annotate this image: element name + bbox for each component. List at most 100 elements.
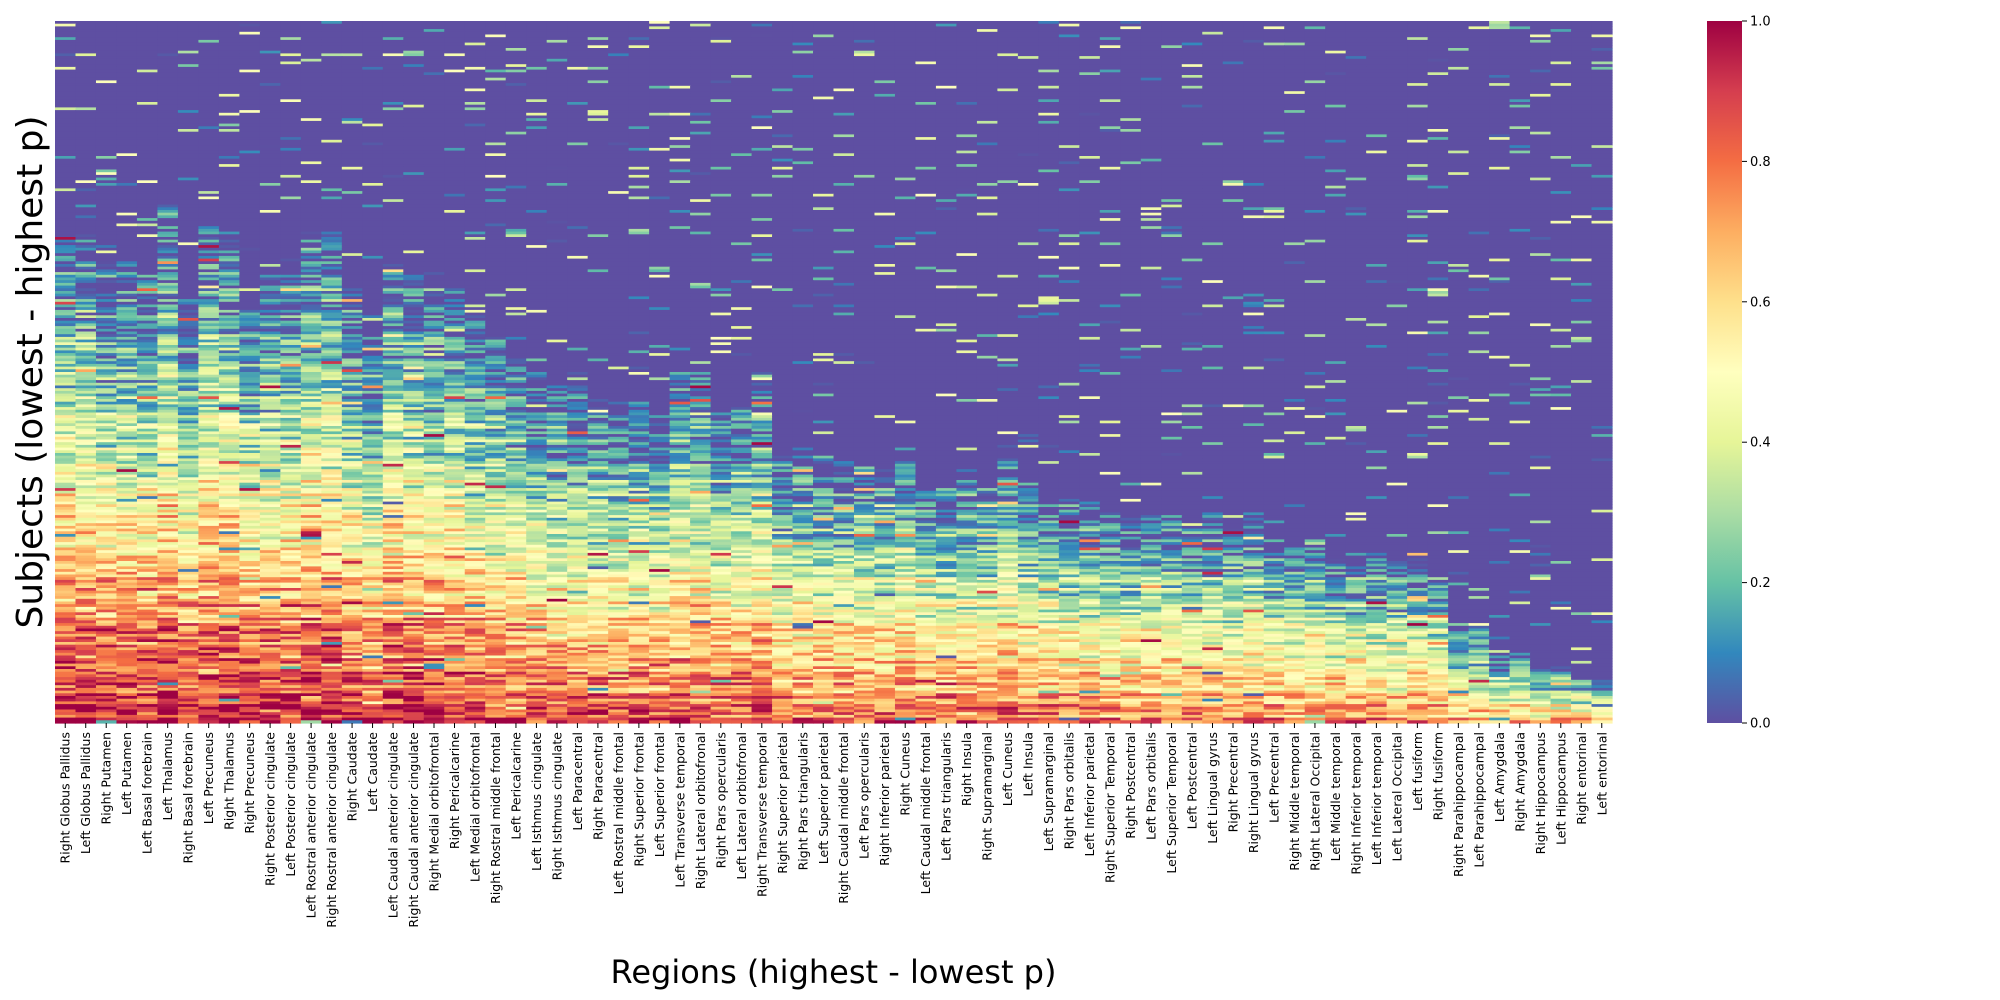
- heatmap-cell: [157, 56, 179, 60]
- heatmap-cell: [136, 120, 159, 125]
- heatmap-cell: [1038, 118, 1060, 122]
- heatmap-cell: [116, 50, 138, 54]
- heatmap-cell: [423, 131, 445, 135]
- heatmap-cell: [1284, 83, 1306, 87]
- heatmap-cell: [915, 48, 937, 52]
- heatmap-cell: [690, 115, 712, 119]
- heatmap-cell: [505, 80, 527, 84]
- heatmap-cell: [1550, 120, 1572, 125]
- heatmap-cell: [280, 91, 302, 95]
- heatmap-cell: [874, 129, 896, 133]
- heatmap-cell: [976, 75, 998, 79]
- heatmap-cell: [915, 120, 937, 125]
- heatmap-cell: [218, 64, 240, 68]
- heatmap-cell: [731, 129, 753, 133]
- heatmap-cell: [669, 85, 691, 90]
- heatmap-cell: [280, 50, 302, 54]
- heatmap-cell: [608, 45, 630, 49]
- heatmap-cell: [485, 139, 507, 144]
- heatmap-cell: [813, 56, 835, 60]
- heatmap-cell: [833, 99, 855, 103]
- heatmap-cell: [792, 85, 814, 90]
- heatmap-cell: [710, 156, 732, 160]
- heatmap-cell: [608, 34, 630, 38]
- heatmap-cell: [1120, 39, 1142, 44]
- heatmap-cell: [1386, 93, 1408, 98]
- heatmap-cell: [690, 37, 712, 41]
- heatmap-cell: [813, 91, 835, 95]
- heatmap-cell: [505, 126, 527, 130]
- heatmap-cell: [1366, 96, 1388, 100]
- heatmap-cell: [628, 31, 650, 36]
- heatmap-cell: [567, 96, 589, 100]
- heatmap-cell: [403, 147, 425, 152]
- heatmap-cell: [874, 153, 896, 157]
- heatmap-cell: [1202, 139, 1224, 144]
- heatmap-cell: [1571, 66, 1593, 71]
- heatmap-cell: [1263, 85, 1285, 90]
- heatmap-cell: [1017, 48, 1039, 52]
- heatmap-cell: [669, 26, 691, 30]
- heatmap-cell: [362, 142, 384, 146]
- heatmap-cell: [444, 134, 466, 138]
- heatmap-cell: [1120, 142, 1142, 146]
- heatmap-cell: [505, 150, 527, 154]
- heatmap-cell: [55, 66, 77, 71]
- heatmap-cell: [853, 88, 876, 92]
- heatmap-cell: [157, 107, 179, 111]
- heatmap-cell: [321, 26, 343, 30]
- heatmap-cell: [75, 64, 97, 68]
- heatmap-cell: [813, 34, 835, 38]
- heatmap-cell: [280, 72, 302, 76]
- heatmap-cell: [1550, 104, 1572, 108]
- heatmap-cell: [55, 80, 77, 84]
- heatmap-cell: [1243, 45, 1265, 49]
- heatmap-cell: [55, 142, 77, 146]
- heatmap-cell: [567, 72, 589, 76]
- heatmap-cell: [485, 37, 507, 41]
- heatmap-cell: [997, 123, 1019, 127]
- heatmap-cell: [1058, 85, 1080, 90]
- heatmap-cell: [1448, 42, 1470, 46]
- heatmap-cell: [1448, 139, 1470, 144]
- heatmap-cell: [341, 61, 363, 65]
- heatmap-cell: [1222, 147, 1244, 152]
- heatmap-cell: [546, 91, 568, 95]
- heatmap-cell: [136, 39, 159, 44]
- heatmap-cell: [1181, 107, 1203, 111]
- heatmap-cell: [1243, 96, 1265, 100]
- heatmap-cell: [833, 56, 855, 60]
- heatmap-cell: [1079, 99, 1101, 103]
- heatmap-cell: [280, 64, 302, 68]
- heatmap-cell: [1120, 45, 1142, 49]
- heatmap-cell: [976, 80, 998, 84]
- heatmap-cell: [1571, 83, 1593, 87]
- heatmap-cell: [321, 145, 343, 149]
- heatmap-cell: [95, 150, 118, 154]
- heatmap-cell: [239, 23, 261, 27]
- heatmap-cell: [444, 99, 466, 103]
- heatmap-cell: [198, 142, 220, 146]
- heatmap-cell: [1489, 58, 1511, 63]
- heatmap-cell: [956, 129, 978, 133]
- heatmap-cell: [853, 69, 876, 73]
- heatmap-cell: [218, 61, 240, 65]
- heatmap-cell: [1038, 83, 1060, 87]
- heatmap-cell: [464, 99, 486, 103]
- heatmap-cell: [198, 120, 220, 125]
- heatmap-cell: [1325, 102, 1347, 106]
- heatmap-cell: [772, 131, 794, 135]
- heatmap-cell: [382, 23, 404, 27]
- heatmap-cell: [1550, 31, 1572, 36]
- heatmap-cell: [669, 53, 691, 57]
- heatmap-cell: [1079, 26, 1101, 30]
- heatmap-cell: [1079, 34, 1101, 38]
- heatmap-cell: [813, 26, 835, 30]
- heatmap-cell: [1181, 75, 1203, 79]
- heatmap-cell: [1181, 42, 1203, 46]
- heatmap-cell: [772, 31, 794, 36]
- heatmap-cell: [239, 147, 261, 152]
- heatmap-cell: [95, 64, 118, 68]
- heatmap-cell: [1181, 50, 1203, 54]
- heatmap-cell: [1407, 66, 1429, 71]
